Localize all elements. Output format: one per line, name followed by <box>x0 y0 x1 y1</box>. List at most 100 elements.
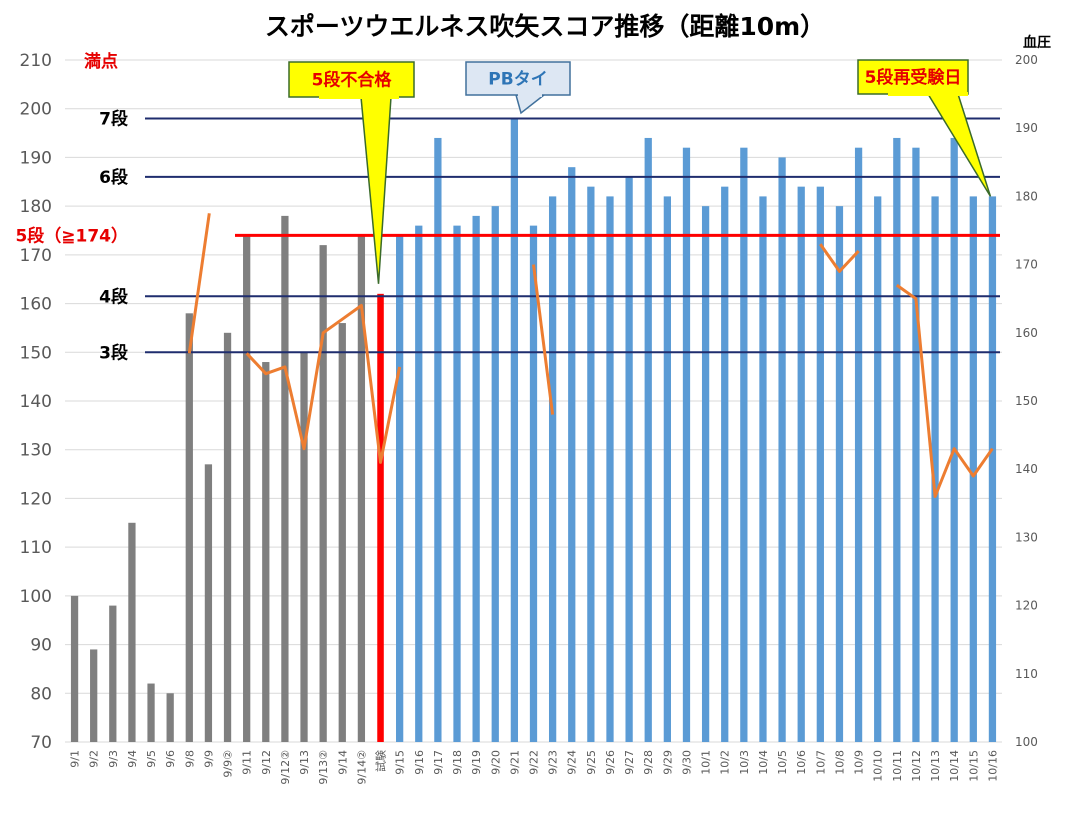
callout-join-0 <box>319 95 399 99</box>
x-tick-label-12: 9/13 <box>298 750 311 775</box>
y2-tick-label-5: 150 <box>1015 394 1038 408</box>
x-tick-label-26: 9/24 <box>566 750 579 775</box>
y2-tick-label-9: 190 <box>1015 121 1038 135</box>
y-tick-label-6: 130 <box>20 441 52 461</box>
y-tick-label-1: 80 <box>30 684 52 704</box>
y-axis-ticks: 70 80 90 100 110 120 130 140 150 160 170 180 190 200 2… <box>20 51 52 753</box>
callout-text-0: 5段不合格 <box>312 70 393 91</box>
x-tick-label-27: 9/25 <box>585 750 598 775</box>
x-tick-label-38: 10/6 <box>795 750 808 775</box>
ref-label-4: 3段 <box>99 342 128 363</box>
bar-9/12 <box>262 362 270 742</box>
bar-10/8 <box>835 206 844 743</box>
y2-tick-label-10: 200 <box>1015 53 1038 67</box>
x-tick-label-6: 9/8 <box>183 750 196 768</box>
bp-segment-2 <box>532 264 555 415</box>
x-tick-label-33: 10/1 <box>700 750 713 775</box>
bar-10/15 <box>969 196 977 742</box>
y-tick-label-11: 180 <box>20 197 52 217</box>
y2-tick-label-6: 160 <box>1015 326 1038 340</box>
bar-9/8 <box>185 313 193 742</box>
bar-試験 <box>377 293 384 742</box>
bar-10/2 <box>721 186 729 742</box>
bar-9/1 <box>70 595 79 742</box>
x-tick-label-29: 9/27 <box>623 750 636 775</box>
callouts: 5段不合格 PBタイ 5段再受験日 <box>288 59 992 284</box>
bar-9/9 <box>204 464 213 742</box>
x-tick-label-9: 9/11 <box>241 750 254 775</box>
bar-10/16 <box>988 196 997 742</box>
x-tick-label-46: 10/14 <box>948 750 961 782</box>
y2-tick-label-0: 100 <box>1015 735 1038 749</box>
x-tick-label-17: 9/15 <box>394 750 407 775</box>
y-tick-label-2: 90 <box>30 636 52 656</box>
bar-9/9② <box>223 332 232 742</box>
x-tick-label-47: 10/15 <box>967 750 980 782</box>
y-tick-label-8: 150 <box>20 343 52 363</box>
x-tick-label-18: 9/16 <box>413 750 426 775</box>
bar-9/20 <box>491 206 499 743</box>
bar-9/3 <box>109 605 117 742</box>
y2-axis-ticks: 100 110 120 130 140 150 160 170 180 190 200 <box>1015 53 1038 749</box>
y2-tick-label-4: 140 <box>1015 462 1038 476</box>
y2-axis-label: 血圧 <box>1023 34 1051 51</box>
x-tick-label-1: 9/2 <box>88 750 101 768</box>
x-tick-label-34: 10/2 <box>719 750 732 775</box>
x-tick-label-0: 9/1 <box>69 750 82 768</box>
bar-9/29 <box>663 196 671 742</box>
bp-segment-0 <box>187 213 211 354</box>
bp-segment-4 <box>895 283 994 498</box>
x-tick-label-14: 9/14 <box>336 750 349 775</box>
x-tick-label-30: 9/28 <box>642 750 655 775</box>
x-tick-label-45: 10/13 <box>929 750 942 782</box>
bar-10/5 <box>778 157 786 742</box>
x-tick-label-3: 9/4 <box>126 750 139 768</box>
y2-tick-label-3: 130 <box>1015 530 1038 544</box>
y2-tick-label-8: 180 <box>1015 189 1038 203</box>
bar-9/26 <box>606 196 614 742</box>
x-tick-label-22: 9/20 <box>489 750 502 775</box>
y-tick-label-10: 170 <box>20 246 52 266</box>
ref-label-0: 7段 <box>99 108 128 129</box>
bar-9/12② <box>281 215 289 742</box>
y-tick-label-0: 70 <box>30 733 52 753</box>
x-tick-label-7: 9/9 <box>202 750 215 768</box>
x-tick-label-19: 9/17 <box>432 750 445 775</box>
bp-segment-3 <box>819 243 860 273</box>
x-tick-label-28: 9/26 <box>604 750 617 775</box>
bar-9/30 <box>682 147 691 742</box>
max-score-label: 満点 <box>84 51 118 72</box>
x-tick-label-42: 10/10 <box>872 750 885 782</box>
y2-tick-label-1: 110 <box>1015 667 1038 681</box>
bar-9/13② <box>319 245 327 742</box>
x-tick-label-48: 10/16 <box>986 750 999 782</box>
bar-9/17 <box>434 137 442 742</box>
callout-join-2 <box>888 92 968 96</box>
y-tick-label-4: 110 <box>20 538 52 558</box>
y-tick-label-7: 140 <box>20 392 52 412</box>
x-tick-label-4: 9/5 <box>145 750 158 768</box>
blood-pressure-line <box>187 213 994 498</box>
bar-10/3 <box>740 147 748 742</box>
bar-9/13 <box>300 352 308 742</box>
x-tick-label-15: 9/14② <box>355 750 368 785</box>
callout-box-2 <box>857 59 969 95</box>
x-tick-label-8: 9/9② <box>222 750 235 778</box>
x-tick-label-16: 試験 <box>374 750 388 772</box>
bar-9/24 <box>568 167 576 742</box>
y-tick-label-14: 210 <box>20 51 52 71</box>
x-tick-label-25: 9/23 <box>547 750 560 775</box>
x-tick-label-20: 9/18 <box>451 750 464 775</box>
x-tick-label-43: 10/11 <box>891 750 904 782</box>
x-tick-label-41: 10/9 <box>853 750 866 775</box>
callout-text-1: PBタイ <box>488 70 547 90</box>
bar-10/7 <box>816 186 824 742</box>
callout-pointer-1 <box>515 94 547 115</box>
bar-9/23 <box>548 196 557 742</box>
score-bars <box>70 118 997 743</box>
bar-9/28 <box>644 137 652 742</box>
bar-9/22 <box>529 225 538 743</box>
y2-tick-label-2: 120 <box>1015 599 1038 613</box>
x-tick-label-32: 9/30 <box>680 750 693 775</box>
